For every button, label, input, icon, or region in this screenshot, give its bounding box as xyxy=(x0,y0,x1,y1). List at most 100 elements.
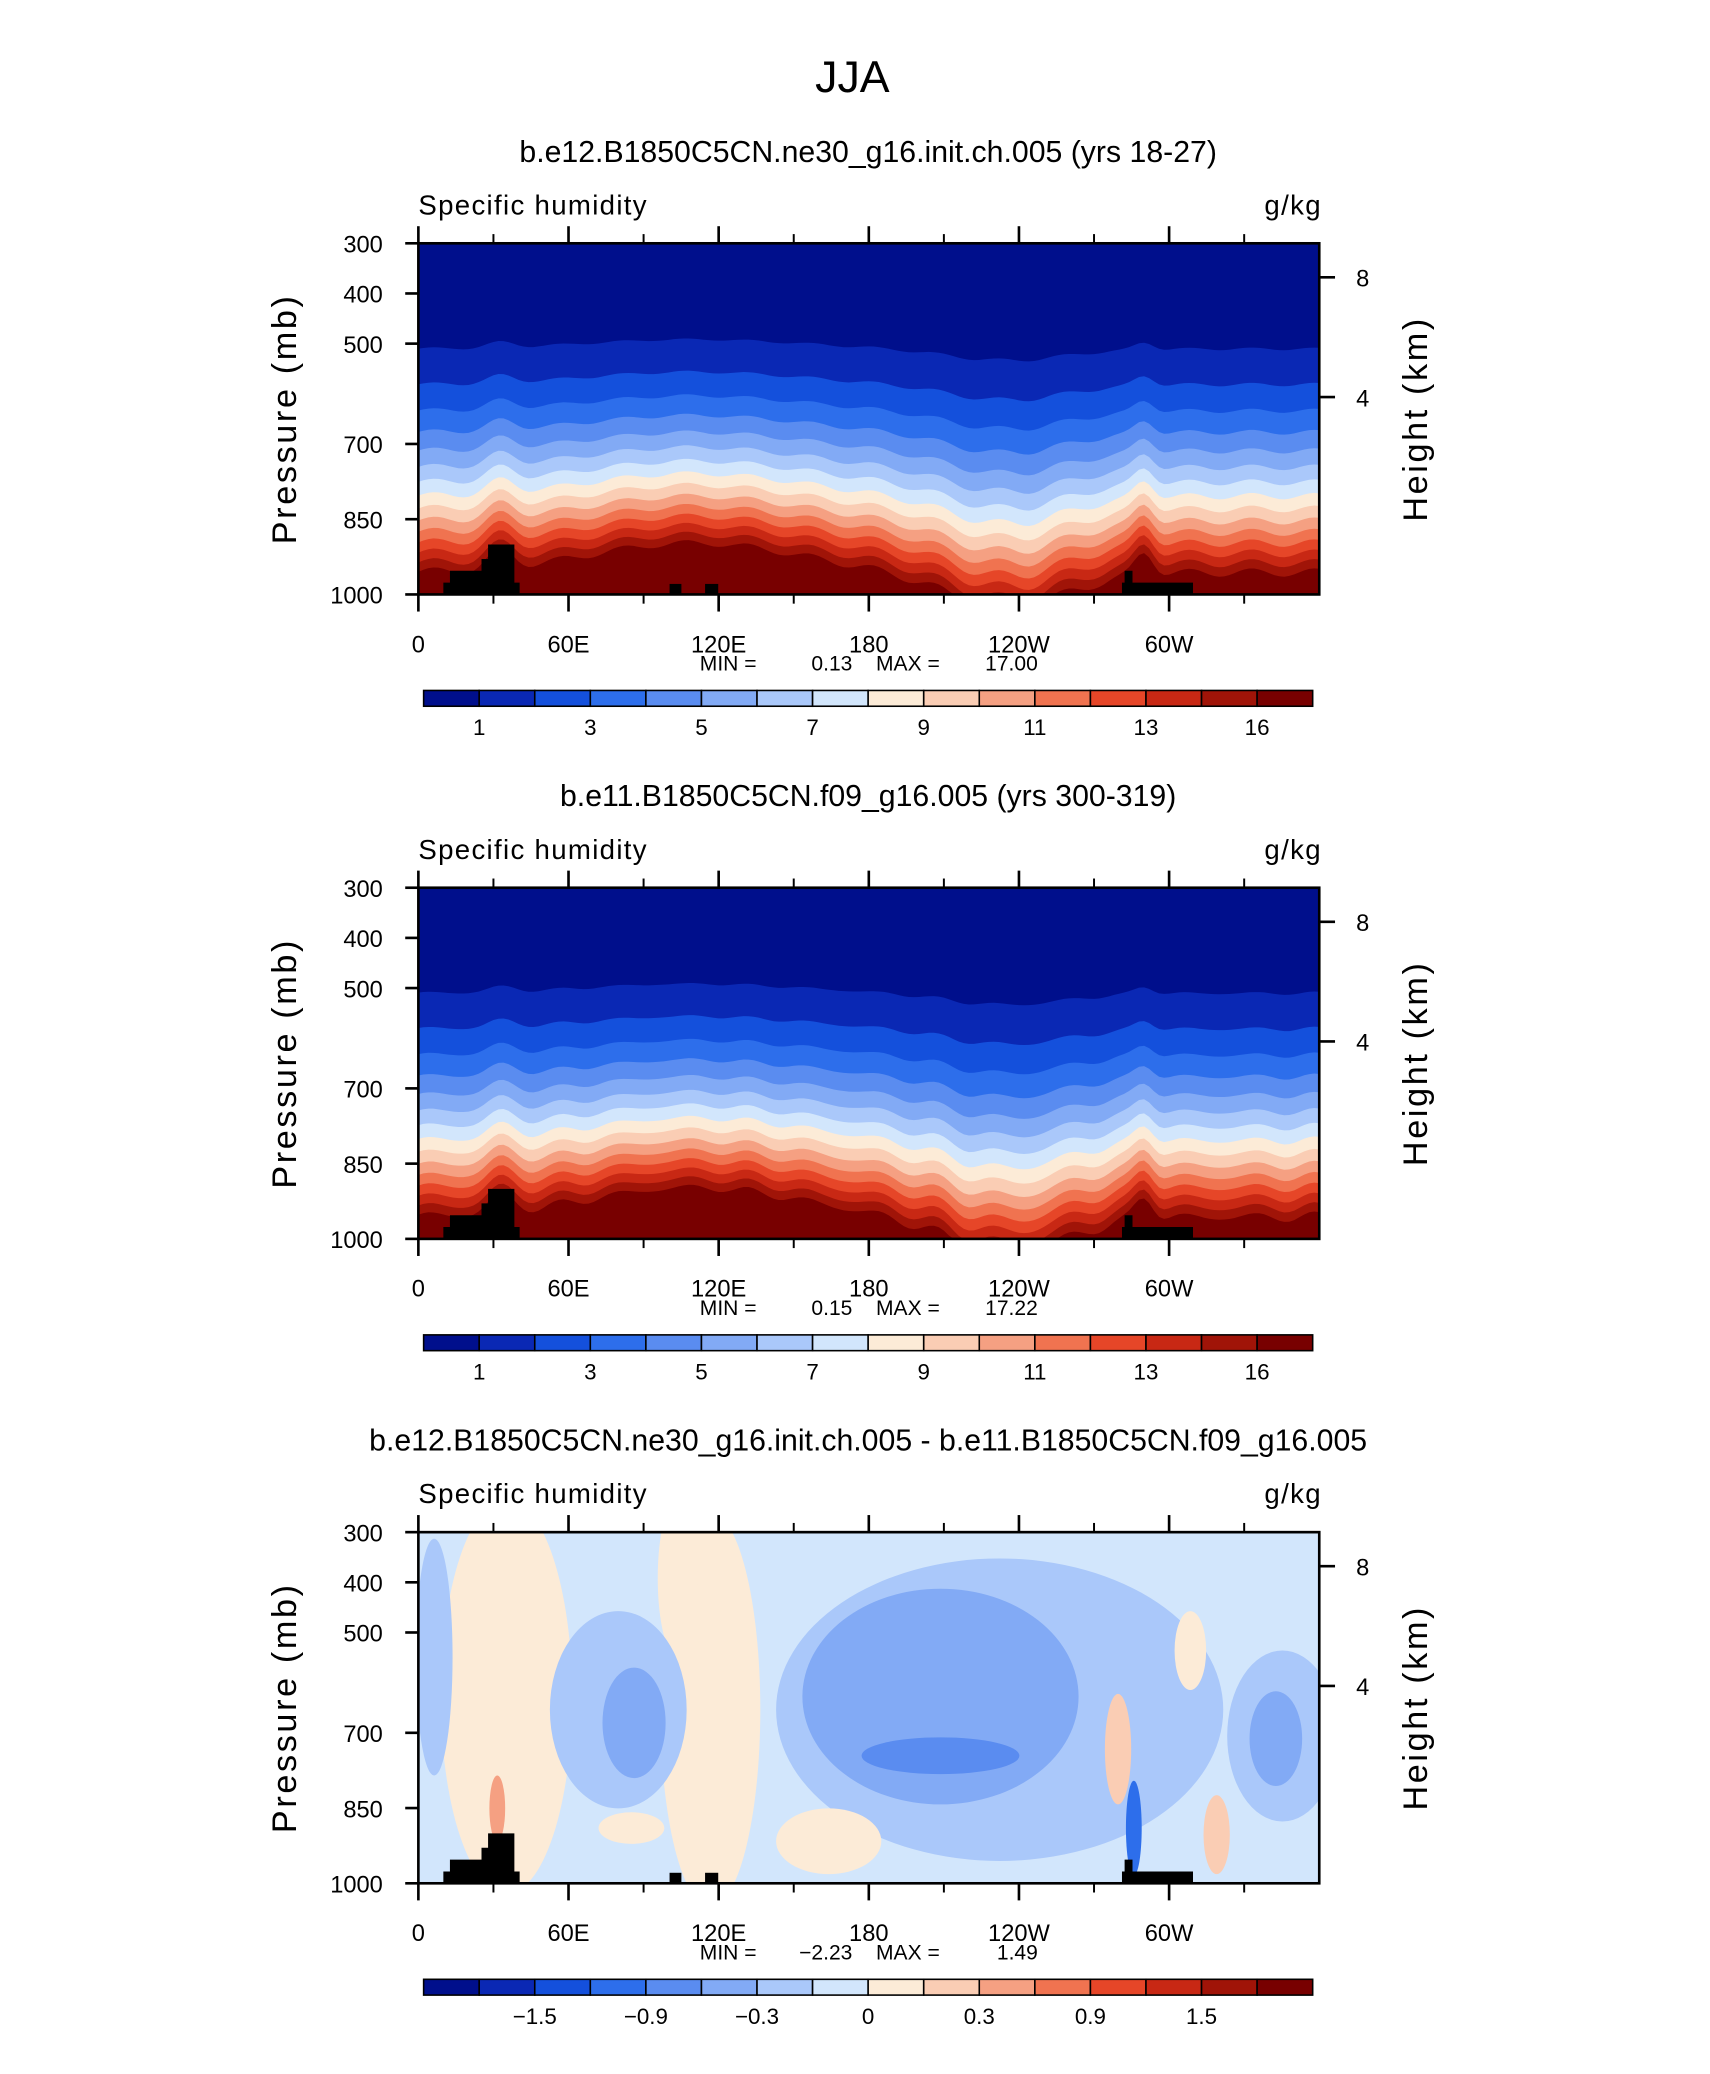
colorbar-box xyxy=(978,689,1036,708)
colorbar-box xyxy=(922,1978,981,1996)
x-tick-label: 120W xyxy=(988,1921,1050,1947)
colorbar-label: 11 xyxy=(1023,1360,1046,1385)
chart-title: b.e12.B1850C5CN.ne30_g16.init.ch.005 (yr… xyxy=(519,136,1217,169)
y-tick-label: 300 xyxy=(343,1521,382,1547)
y-tick-label: 700 xyxy=(343,1722,382,1748)
colorbar-label: 5 xyxy=(695,715,707,740)
y-tick-label: 700 xyxy=(343,1078,382,1104)
max-value: 17.00 xyxy=(985,653,1038,676)
colorbar-label: −0.9 xyxy=(624,2004,668,2029)
y-tick-label: 850 xyxy=(343,508,382,534)
y-tick-label: 700 xyxy=(343,433,382,459)
contour-blob xyxy=(1174,1611,1207,1690)
colorbar-box xyxy=(1034,689,1092,708)
contour-blob xyxy=(861,1737,1020,1775)
contour-blob xyxy=(440,1532,573,1884)
left-title: Specific humidity xyxy=(418,189,648,220)
colorbar-box xyxy=(811,689,869,708)
topography xyxy=(669,583,682,595)
y-axis-label: Pressure (mb) xyxy=(266,938,304,1189)
min-value: −2.23 xyxy=(799,1942,852,1965)
colorbar-box xyxy=(589,1978,647,1996)
colorbar-box xyxy=(1034,1978,1092,1996)
colorbar-label: 0.3 xyxy=(964,2004,995,2029)
colorbar-box xyxy=(1200,1334,1258,1352)
colorbar-box xyxy=(700,1334,758,1352)
contour-blob xyxy=(1125,1780,1142,1876)
colorbar-box xyxy=(867,1978,925,1996)
x-tick-label: 60E xyxy=(547,1277,589,1303)
x-tick-label: 120E xyxy=(691,1277,746,1303)
x-tick-label: 60W xyxy=(1145,632,1194,658)
colorbar-box xyxy=(478,1334,536,1352)
contour-field xyxy=(418,1532,1320,1884)
x-tick-label: 0 xyxy=(412,1921,425,1947)
contour-band xyxy=(418,243,1320,362)
contour-blob xyxy=(598,1812,665,1844)
y2-axis-label: Height (km) xyxy=(1397,960,1435,1166)
colorbar-box xyxy=(700,689,758,708)
colorbar-box xyxy=(645,689,703,708)
colorbar-box xyxy=(1089,1334,1147,1352)
colorbar-box xyxy=(645,1334,703,1352)
y-tick-label: 400 xyxy=(343,927,382,953)
min-label: MIN = xyxy=(700,653,757,676)
colorbar-label: 7 xyxy=(806,1360,818,1385)
contour-blob xyxy=(776,1808,882,1875)
colorbar-label: −0.3 xyxy=(735,2004,779,2029)
y-axis-label: Pressure (mb) xyxy=(266,293,304,544)
left-title: Specific humidity xyxy=(418,1478,648,1509)
colorbar-box xyxy=(1089,689,1147,708)
y2-axis-label: Height (km) xyxy=(1397,316,1435,522)
colorbar-box xyxy=(756,689,814,708)
colorbar-box xyxy=(922,689,981,708)
x-tick-label: 120W xyxy=(988,1277,1050,1303)
right-title: g/kg xyxy=(1264,189,1321,220)
topography xyxy=(669,1872,682,1884)
colorbar-box xyxy=(1089,1978,1147,1996)
x-tick-label: 120E xyxy=(691,632,746,658)
min-label: MIN = xyxy=(700,1942,757,1965)
y-tick-label: 300 xyxy=(343,877,382,903)
contour-blob xyxy=(1104,1693,1132,1805)
colorbar-label: 9 xyxy=(917,1360,929,1385)
y-tick-label: 1000 xyxy=(330,1873,383,1899)
colorbar-label: 13 xyxy=(1134,1360,1159,1385)
y-tick-label: 400 xyxy=(343,1572,382,1598)
contour-field xyxy=(418,887,1320,1239)
colorbar-box xyxy=(1256,689,1314,708)
colorbar-box xyxy=(1200,689,1258,708)
colorbar-box xyxy=(422,1978,480,1996)
max-value: 1.49 xyxy=(997,1942,1038,1965)
right-title: g/kg xyxy=(1264,834,1321,865)
colorbar-label: 16 xyxy=(1245,715,1270,740)
colorbar-box xyxy=(756,1978,814,1996)
contour-field xyxy=(418,243,1320,595)
y-tick-label: 850 xyxy=(343,1797,382,1823)
y2-tick-label: 4 xyxy=(1356,1675,1369,1701)
colorbar-label: 1 xyxy=(473,715,485,740)
colorbar-box xyxy=(867,1334,925,1352)
colorbar-box xyxy=(1034,1334,1092,1352)
contour-blob xyxy=(489,1775,506,1842)
x-tick-label: 60E xyxy=(547,1921,589,1947)
colorbar-box xyxy=(1256,1978,1314,1996)
colorbar-box xyxy=(811,1334,869,1352)
topography xyxy=(443,1833,520,1884)
x-tick-label: 180 xyxy=(849,632,888,658)
colorbar-box xyxy=(978,1978,1036,1996)
colorbar-box xyxy=(1145,1978,1203,1996)
topography xyxy=(1121,1859,1193,1884)
colorbar-box xyxy=(1145,689,1203,708)
colorbar-box xyxy=(533,1978,592,1996)
topography xyxy=(443,1188,520,1239)
max-label: MAX = xyxy=(876,653,940,676)
contour-blob xyxy=(1249,1691,1303,1786)
x-tick-label: 0 xyxy=(412,1277,425,1303)
y2-tick-label: 4 xyxy=(1356,386,1369,412)
y-tick-label: 850 xyxy=(343,1153,382,1179)
colorbar-box xyxy=(922,1334,981,1352)
figure-title: JJA xyxy=(815,53,890,102)
colorbar-box xyxy=(533,1334,592,1352)
